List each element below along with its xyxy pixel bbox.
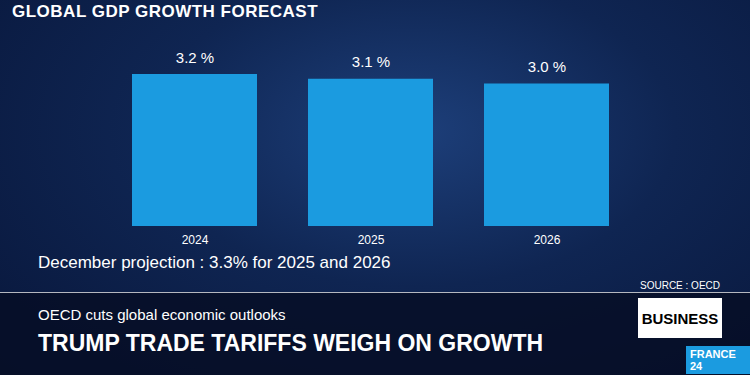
svg-text:3.0 %: 3.0 % [528, 58, 566, 75]
html-text:SOURCE : OECD: SOURCE : OECD [640, 280, 720, 291]
svg-text:2024: 2024 [182, 233, 209, 247]
html-text:BUSINESS: BUSINESS [641, 309, 719, 327]
svg-text:2026: 2026 [534, 233, 561, 247]
html-text:December projection : 3.3% for: December projection : 3.3% for 2025 and … [38, 253, 391, 272]
html-text:TRUMP TRADE TARIFFS WEIGH ON G: TRUMP TRADE TARIFFS WEIGH ON GROWTH [38, 330, 544, 356]
html-text:OECD cuts global economic outl: OECD cuts global economic outlooks [38, 306, 286, 323]
svg-text:3.2 %: 3.2 % [176, 49, 214, 66]
html-text:FRANCE 24: FRANCE 24 [690, 348, 736, 372]
svg-text:2025: 2025 [358, 233, 385, 247]
svg-text:3.1 %: 3.1 % [352, 53, 390, 70]
html-text:GLOBAL GDP GROWTH FORECAST: GLOBAL GDP GROWTH FORECAST [12, 2, 319, 21]
